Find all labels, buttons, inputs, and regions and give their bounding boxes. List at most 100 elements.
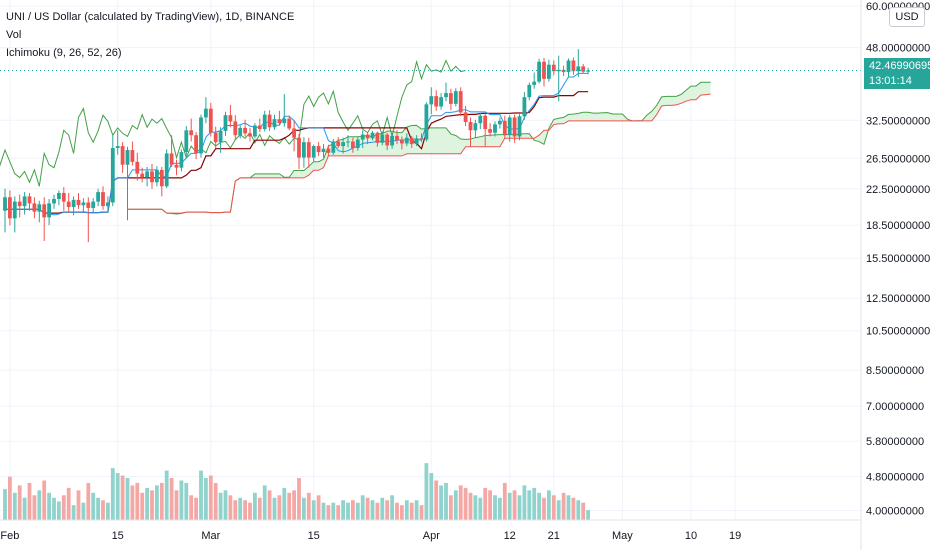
volume-bar [282, 487, 287, 520]
volume-bar [189, 495, 194, 520]
candle-body [385, 134, 390, 146]
price-tick-label: 4.00000000 [866, 505, 924, 517]
candle-body [120, 146, 125, 165]
time-axis[interactable]: Feb 15 Mar 15 Apr 12 21 May 10 19 [0, 530, 741, 542]
candle-body [311, 146, 316, 158]
volume-bar [27, 482, 32, 520]
last-price-value: 42.46990695 [869, 60, 932, 72]
volume-bar [527, 490, 532, 520]
volume-bar [199, 470, 203, 520]
candle-body [297, 137, 301, 158]
volume-bar [561, 492, 566, 520]
volume-bar [571, 497, 576, 520]
candle-body [110, 148, 115, 203]
volume-bar [81, 502, 86, 520]
conversion-line [5, 72, 589, 216]
volume-bar [375, 502, 380, 520]
candle-body [115, 146, 120, 149]
volume-bar [380, 497, 385, 520]
volume-bar [429, 473, 434, 520]
volume-bar [174, 490, 179, 520]
volume-legend[interactable]: Vol [6, 29, 22, 41]
volume-bar [355, 502, 360, 520]
volume-bar [537, 492, 541, 520]
price-tick-label: 26.50000000 [866, 153, 930, 165]
candle-body [527, 84, 532, 98]
candle-body [365, 134, 370, 139]
candle-body [71, 199, 76, 208]
candle-body [27, 196, 32, 204]
price-tick-label: 22.50000000 [866, 184, 930, 196]
volume-bar [57, 501, 61, 520]
volume-bar [542, 497, 546, 520]
candle-body [140, 173, 145, 178]
candle-body [556, 69, 561, 72]
volume-bar [483, 487, 488, 520]
volume-bar [106, 502, 110, 520]
candle-body [404, 137, 409, 144]
volume-bar [37, 490, 42, 520]
candle-body [360, 134, 365, 140]
ichimoku-legend[interactable]: Ichimoku (9, 26, 52, 26) [6, 47, 122, 59]
volume-bar [468, 492, 473, 520]
candle-body [248, 133, 252, 137]
volume-bar [223, 490, 228, 520]
volume-bar [346, 502, 350, 520]
candle-body [213, 132, 218, 143]
volume-bar [341, 500, 345, 520]
candle-body [101, 192, 105, 207]
candle-body [8, 197, 12, 219]
candle-body [17, 201, 22, 207]
candle-body [76, 199, 81, 206]
volume-bar [22, 497, 27, 520]
candle-body [483, 115, 488, 130]
candle-body [424, 104, 429, 140]
candle-body [375, 132, 380, 143]
lagging-span [0, 59, 466, 187]
time-tick-label: 19 [729, 530, 741, 542]
volume-bar [311, 500, 316, 520]
candle-body [444, 93, 448, 98]
price-tick-label: 4.80000000 [866, 471, 924, 483]
candle-body [253, 125, 257, 137]
candle-body [522, 97, 527, 117]
candle-body [576, 66, 581, 72]
candle-body [106, 202, 110, 207]
price-tick-label: 12.50000000 [866, 293, 930, 305]
volume-bar [473, 495, 478, 520]
volume-bar [556, 500, 561, 520]
time-tick-label: 10 [685, 530, 697, 542]
volume-bar [155, 485, 159, 520]
candle-body [145, 171, 149, 178]
candle-body [302, 142, 306, 158]
candle-body [37, 204, 42, 212]
candle-body [135, 161, 140, 174]
candle-body [12, 201, 17, 219]
candle-body [463, 112, 468, 123]
volume-bar [66, 487, 71, 520]
volume-bar [8, 476, 12, 520]
candle-body [414, 138, 419, 145]
volume-bar [243, 500, 247, 520]
volume-bar [306, 492, 311, 520]
currency-button[interactable]: USD [889, 7, 925, 27]
volume-bar [169, 478, 174, 520]
volume-bar [502, 482, 507, 520]
candle-body [86, 202, 91, 208]
candle-body [32, 203, 37, 212]
candle-body [316, 146, 321, 153]
volume-bar [76, 490, 81, 520]
volume-bar [135, 482, 140, 520]
volume-bar [120, 475, 125, 520]
last-price-tag: 42.46990695 13:01:14 [864, 58, 932, 89]
volume-bar [248, 502, 252, 520]
volume-bar [204, 478, 208, 520]
volume-bar [213, 482, 218, 520]
volume-bar [61, 495, 66, 520]
volume-bar [287, 492, 292, 520]
candle-body [517, 116, 522, 137]
volume-bar [581, 502, 586, 520]
candle-body [351, 141, 355, 149]
candle-body [336, 141, 341, 147]
